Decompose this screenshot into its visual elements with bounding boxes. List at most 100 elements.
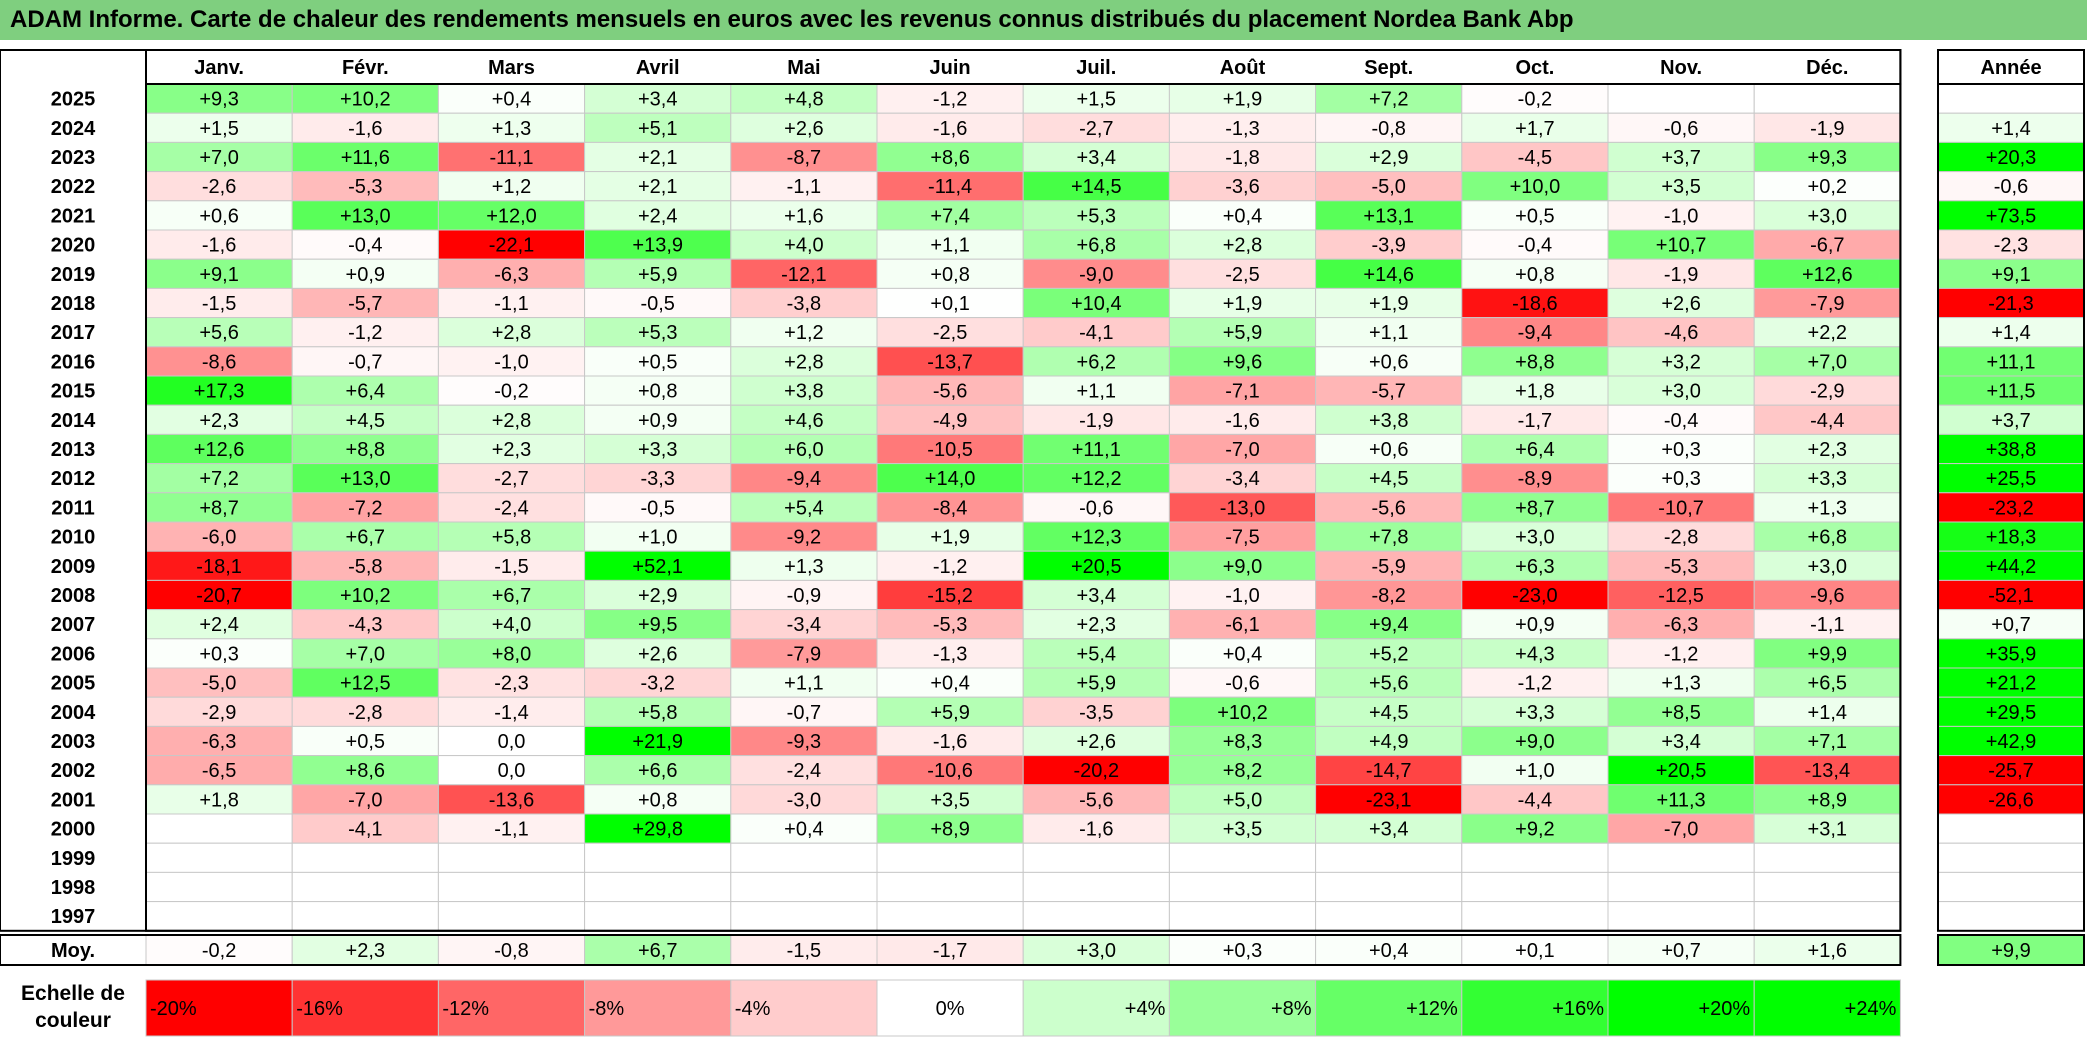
heatmap-cell-value: -11,1 — [489, 147, 533, 169]
heatmap-cell — [1022, 83, 1170, 114]
heatmap-cell — [1315, 346, 1463, 377]
heatmap-cell-value: +2,6 — [1077, 731, 1116, 753]
average-cell-value: -1,7 — [933, 940, 967, 962]
heatmap-cell — [730, 287, 878, 319]
heatmap-cell — [1315, 901, 1463, 932]
heatmap-cell-value: +4,3 — [1515, 643, 1554, 665]
heatmap-cell-value: -0,5 — [640, 497, 674, 519]
annual-cell-value: +20,3 — [1986, 147, 2037, 169]
heatmap-cell-value: +3,4 — [1661, 731, 1700, 753]
heatmap-cell — [437, 346, 586, 377]
heatmap-cell-value: +5,3 — [638, 322, 677, 344]
heatmap-cell-value: -7,9 — [787, 643, 821, 665]
heatmap-cell-value: -5,9 — [1371, 556, 1405, 578]
heatmap-cell — [1022, 638, 1170, 669]
year-label: 2015 — [51, 381, 96, 403]
annual-cell-value: -0,6 — [1994, 176, 2028, 198]
heatmap-cell-value: +14,5 — [1071, 176, 1122, 198]
heatmap-cell — [1022, 871, 1170, 903]
heatmap-cell-value: +1,1 — [1369, 322, 1408, 344]
heatmap-cell-value: +12,5 — [340, 673, 391, 695]
heatmap-cell-value: +1,3 — [492, 118, 531, 140]
annual-cell — [1937, 638, 2085, 669]
heatmap-cell — [291, 433, 439, 465]
month-header: Juin — [930, 57, 971, 79]
heatmap-cell-value: +5,9 — [1077, 673, 1116, 695]
heatmap-cell-value: -2,4 — [787, 760, 821, 782]
heatmap-cell — [1022, 375, 1170, 406]
annual-cell — [1937, 550, 2085, 581]
heatmap-cell-value: +6,8 — [1077, 235, 1116, 257]
heatmap-cell-value: -11,4 — [928, 176, 972, 198]
heatmap-cell-value: +13,9 — [632, 235, 683, 257]
heatmap-cell-value: +3,4 — [1077, 585, 1116, 607]
heatmap-cell — [1168, 667, 1317, 698]
heatmap-cell — [584, 200, 732, 231]
heatmap-cell-value: -5,0 — [202, 673, 236, 695]
year-label: 2021 — [51, 205, 96, 227]
heatmap-cell-value: +17,3 — [194, 381, 245, 403]
heatmap-cell-value: -0,2 — [1518, 89, 1552, 111]
annual-cell — [1937, 83, 2085, 114]
heatmap-cell-value: +9,6 — [1223, 351, 1262, 373]
year-label: 1998 — [51, 877, 96, 899]
heatmap-cell-value: +3,5 — [930, 789, 969, 811]
average-cell-value: -0,2 — [202, 940, 236, 962]
heatmap-cell — [1022, 141, 1170, 173]
scale-label: -12% — [442, 998, 489, 1020]
heatmap-cell-value: +1,0 — [1515, 760, 1554, 782]
month-header: Oct. — [1515, 57, 1554, 79]
annual-cell-value: +35,9 — [1986, 643, 2037, 665]
heatmap-cell-value: +9,0 — [1223, 556, 1262, 578]
heatmap-cell-value: -0,6 — [1225, 673, 1259, 695]
average-cell — [1753, 934, 1901, 966]
heatmap-cell — [437, 813, 586, 844]
heatmap-cell — [291, 200, 439, 231]
annual-cell-value: +18,3 — [1986, 527, 2037, 549]
year-label: 2008 — [51, 585, 96, 607]
heatmap-cell-value: +21,9 — [632, 731, 683, 753]
heatmap-cell — [730, 813, 878, 844]
heatmap-cell — [1022, 842, 1170, 873]
heatmap-cell-value: -1,1 — [494, 819, 528, 841]
heatmap-cell — [1022, 696, 1170, 727]
average-cell-value: +3,0 — [1077, 940, 1116, 962]
heatmap-cell-value: -0,6 — [1079, 497, 1113, 519]
average-frame — [0, 934, 1902, 966]
heatmap-cell — [437, 871, 586, 903]
year-label: 2003 — [51, 731, 96, 753]
heatmap-cell-value: +5,4 — [1077, 643, 1116, 665]
heatmap-cell-value: +12,2 — [1071, 468, 1122, 490]
heatmap-cell-value: -18,6 — [1512, 293, 1558, 315]
heatmap-cell-value: +2,8 — [784, 351, 823, 373]
heatmap-cell — [1607, 696, 1755, 727]
heatmap-cell-value: -7,0 — [348, 789, 382, 811]
heatmap-cell-value: -4,5 — [1518, 147, 1552, 169]
scale-label: +4% — [1125, 998, 1166, 1020]
annual-cell — [1937, 901, 2085, 932]
scale-label: +12% — [1406, 998, 1458, 1020]
heatmap-cell-value: +2,3 — [1077, 614, 1116, 636]
heatmap-cell — [1607, 901, 1755, 932]
heatmap-cell — [1753, 755, 1901, 786]
heatmap-cell-value: +0,4 — [930, 673, 969, 695]
heatmap-cell-value: +2,9 — [638, 585, 677, 607]
heatmap-cell-value: -1,1 — [787, 176, 821, 198]
heatmap-cell-value: +2,6 — [784, 118, 823, 140]
heatmap-cell-value: +9,4 — [1369, 614, 1408, 636]
month-header: Mars — [488, 57, 535, 79]
heatmap-cell — [145, 813, 293, 844]
heatmap-cell — [1168, 258, 1317, 289]
heatmap-cell — [1753, 696, 1901, 727]
average-cell-value: +0,4 — [1369, 940, 1408, 962]
annual-cell-value: -26,6 — [1988, 789, 2034, 811]
heatmap-cell — [145, 579, 293, 611]
heatmap-cell — [730, 463, 878, 494]
heatmap-cell — [1168, 901, 1317, 932]
heatmap-cell — [1461, 901, 1609, 932]
heatmap-cell-value: +7,1 — [1808, 731, 1847, 753]
heatmap-cell — [1022, 901, 1170, 932]
color-scale-label: Echelle de couleur — [21, 982, 125, 1032]
heatmap-cell — [437, 667, 586, 698]
heatmap-cell-value: -5,7 — [1371, 381, 1405, 403]
